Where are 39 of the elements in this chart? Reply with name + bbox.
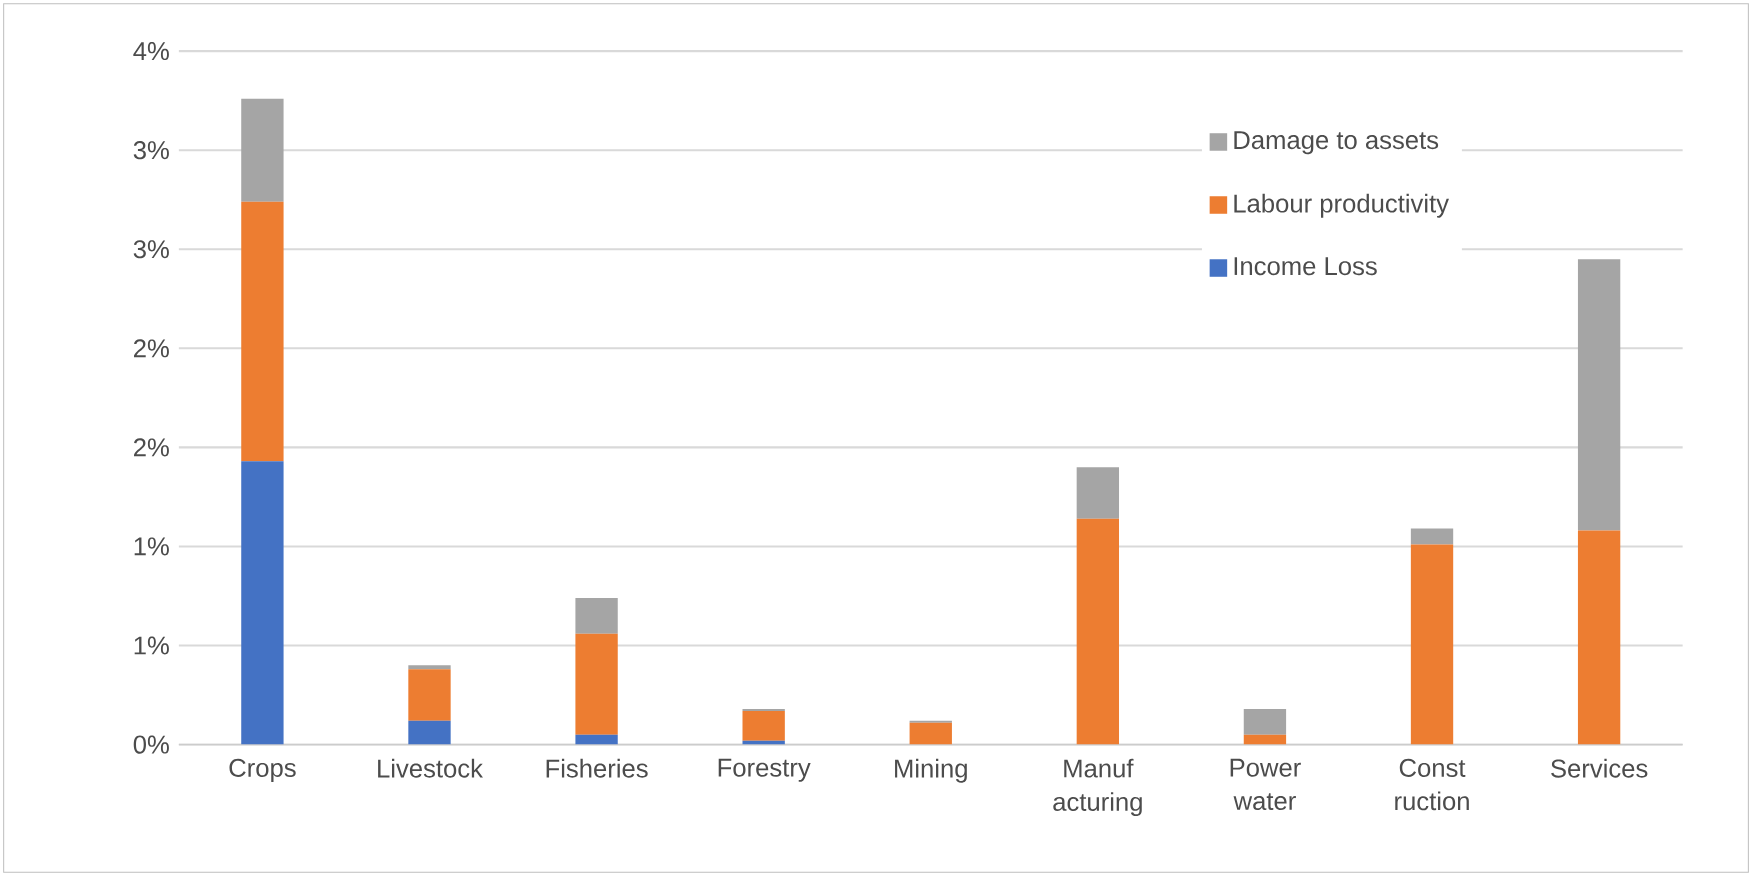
y-tick-label: 1% (134, 537, 169, 556)
x-tick-label: Mining (895, 758, 967, 783)
y-tick-label: 1% (134, 636, 169, 655)
x-tick-label: Crops (229, 758, 296, 783)
x-tick-label: Services (1551, 758, 1648, 778)
legend-label: Income Loss (1234, 257, 1377, 276)
y-tick-label: 3% (133, 240, 169, 259)
bar (1410, 528, 1454, 545)
bar (575, 633, 618, 735)
x-tick-label: Forestry (718, 758, 811, 782)
bar (1243, 734, 1287, 745)
y-tick-label: 4% (133, 42, 169, 61)
bar (241, 461, 284, 745)
x-tick-label: Const ruction (1395, 758, 1469, 811)
bar (742, 710, 785, 741)
y-tick-label: 2% (134, 339, 169, 358)
bar (408, 669, 451, 721)
bar (1243, 708, 1287, 735)
bar (1076, 518, 1120, 745)
bar (1410, 544, 1454, 745)
bar (575, 734, 618, 745)
bar (241, 98, 284, 202)
legend-label: Labour productivity (1234, 193, 1449, 218)
y-tick-label: 0% (133, 735, 169, 754)
legend-label: Damage to assets (1234, 131, 1439, 155)
y-tick-label: 3% (133, 141, 169, 160)
x-tick-label: Fisheries (546, 758, 648, 778)
bar (909, 722, 952, 745)
bar (408, 720, 451, 745)
bar (1577, 530, 1621, 745)
bar (408, 665, 451, 670)
y-tick-label: 2% (134, 438, 169, 457)
x-tick-label: Manuf acturing (1053, 758, 1142, 817)
x-tick-label: Power water (1230, 758, 1301, 811)
x-tick-label: Livestock (378, 758, 483, 778)
bar (1076, 467, 1120, 519)
bar (1577, 259, 1621, 531)
bar (241, 201, 284, 462)
bar (575, 597, 618, 634)
